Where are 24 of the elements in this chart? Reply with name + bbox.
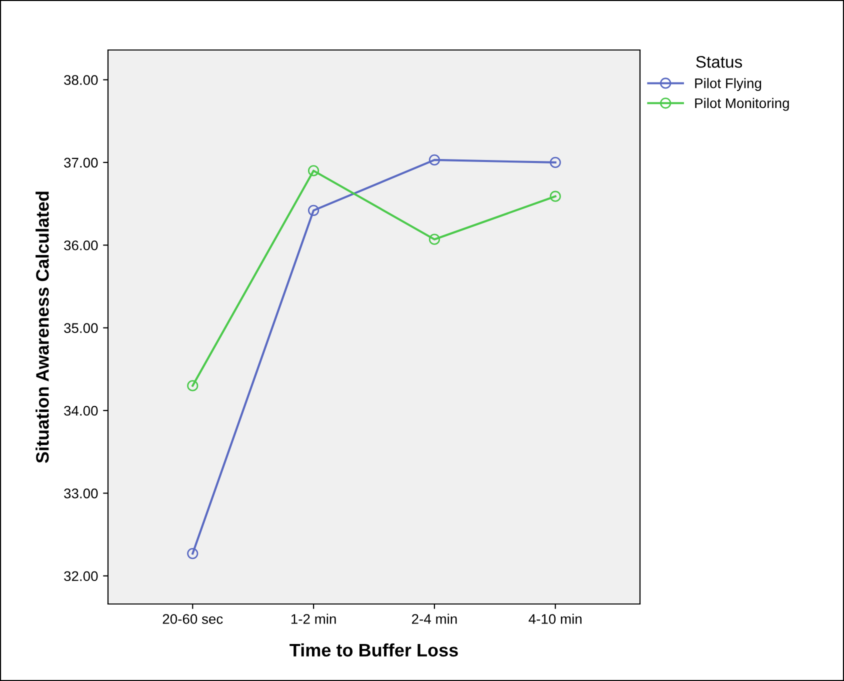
y-tick-label: 35.00 (64, 323, 98, 333)
point (308, 165, 320, 176)
y-axis-title: Situation Awareness Calculated (36, 192, 49, 463)
y-tick-label: 37.00 (64, 158, 98, 168)
x-tick-label: 4-10 min (528, 614, 582, 624)
legend-label: Pilot Flying (695, 78, 762, 91)
x-tick-label: 1-2 min (291, 614, 336, 624)
point (428, 154, 440, 166)
x-tick-label: 2-4 min (412, 614, 457, 624)
point (308, 204, 320, 216)
x-axis-title: Time to Buffer Loss (290, 643, 458, 657)
legend-label: Pilot Monitoring (695, 98, 789, 111)
legend-title: Status (696, 56, 742, 68)
y-tick-label: 36.00 (64, 240, 98, 250)
y-tick-label: 34.00 (64, 406, 98, 416)
point (187, 548, 198, 560)
point (428, 234, 440, 245)
point (550, 190, 561, 202)
x-tick-label: 20-60 sec (162, 614, 223, 624)
y-tick-label: 33.00 (64, 488, 98, 498)
y-tick-label: 38.00 (64, 75, 98, 85)
y-tick-label: 32.00 (64, 571, 98, 582)
point (187, 380, 198, 392)
point (550, 156, 561, 168)
